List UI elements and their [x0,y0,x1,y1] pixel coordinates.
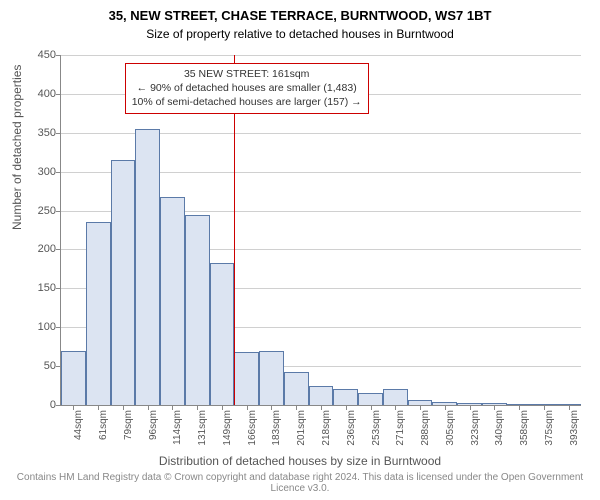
x-tick-label: 253sqm [371,410,382,455]
x-tick-label: 44sqm [73,410,84,455]
y-axis-label: Number of detached properties [10,65,24,230]
x-tick-label: 340sqm [494,410,505,455]
x-tick-label: 61sqm [98,410,109,455]
y-tick-mark [56,133,61,134]
histogram-chart: 05010015020025030035040045044sqm61sqm79s… [60,55,581,406]
y-tick-label: 350 [26,127,56,139]
y-tick-mark [56,249,61,250]
histogram-bar [234,352,259,405]
annotation-box: 35 NEW STREET: 161sqm← 90% of detached h… [125,63,369,114]
y-tick-mark [56,405,61,406]
y-tick-label: 250 [26,205,56,217]
page-subtitle: Size of property relative to detached ho… [0,25,600,41]
y-tick-label: 300 [26,166,56,178]
y-tick-mark [56,211,61,212]
y-tick-mark [56,55,61,56]
grid-line [61,55,581,56]
histogram-bar [185,215,210,405]
annotation-line: 35 NEW STREET: 161sqm [132,67,362,81]
histogram-bar [284,372,309,405]
y-tick-mark [56,94,61,95]
x-tick-label: 96sqm [148,410,159,455]
y-tick-label: 200 [26,243,56,255]
footer-text: Contains HM Land Registry data © Crown c… [0,472,600,494]
histogram-bar [160,197,185,405]
x-tick-label: 323sqm [470,410,481,455]
histogram-bar [358,393,383,405]
page-title: 35, NEW STREET, CHASE TERRACE, BURNTWOOD… [0,0,600,25]
x-tick-label: 358sqm [519,410,530,455]
y-tick-label: 150 [26,282,56,294]
x-tick-label: 288sqm [420,410,431,455]
x-tick-label: 166sqm [247,410,258,455]
annotation-line: 10% of semi-detached houses are larger (… [132,95,362,109]
y-tick-mark [56,172,61,173]
histogram-bar [309,386,334,405]
x-tick-label: 218sqm [321,410,332,455]
histogram-bar [259,351,284,405]
histogram-bar [333,389,358,405]
histogram-bar [135,129,160,405]
y-tick-label: 100 [26,321,56,333]
annotation-line: ← 90% of detached houses are smaller (1,… [132,81,362,95]
x-tick-label: 114sqm [172,410,183,455]
x-axis-label: Distribution of detached houses by size … [0,454,600,468]
x-tick-label: 149sqm [222,410,233,455]
y-tick-label: 50 [26,360,56,372]
x-tick-label: 201sqm [296,410,307,455]
x-tick-label: 375sqm [544,410,555,455]
histogram-bar [383,389,408,405]
y-tick-label: 0 [26,399,56,411]
x-tick-label: 236sqm [346,410,357,455]
y-tick-mark [56,288,61,289]
y-tick-label: 450 [26,49,56,61]
histogram-bar [61,351,86,405]
x-tick-label: 393sqm [569,410,580,455]
histogram-bar [86,222,111,405]
x-tick-label: 305sqm [445,410,456,455]
x-tick-label: 131sqm [197,410,208,455]
histogram-bar [111,160,136,405]
y-tick-mark [56,327,61,328]
y-tick-label: 400 [26,88,56,100]
histogram-bar [210,263,235,405]
x-tick-label: 271sqm [395,410,406,455]
x-tick-label: 79sqm [123,410,134,455]
x-tick-label: 183sqm [271,410,282,455]
